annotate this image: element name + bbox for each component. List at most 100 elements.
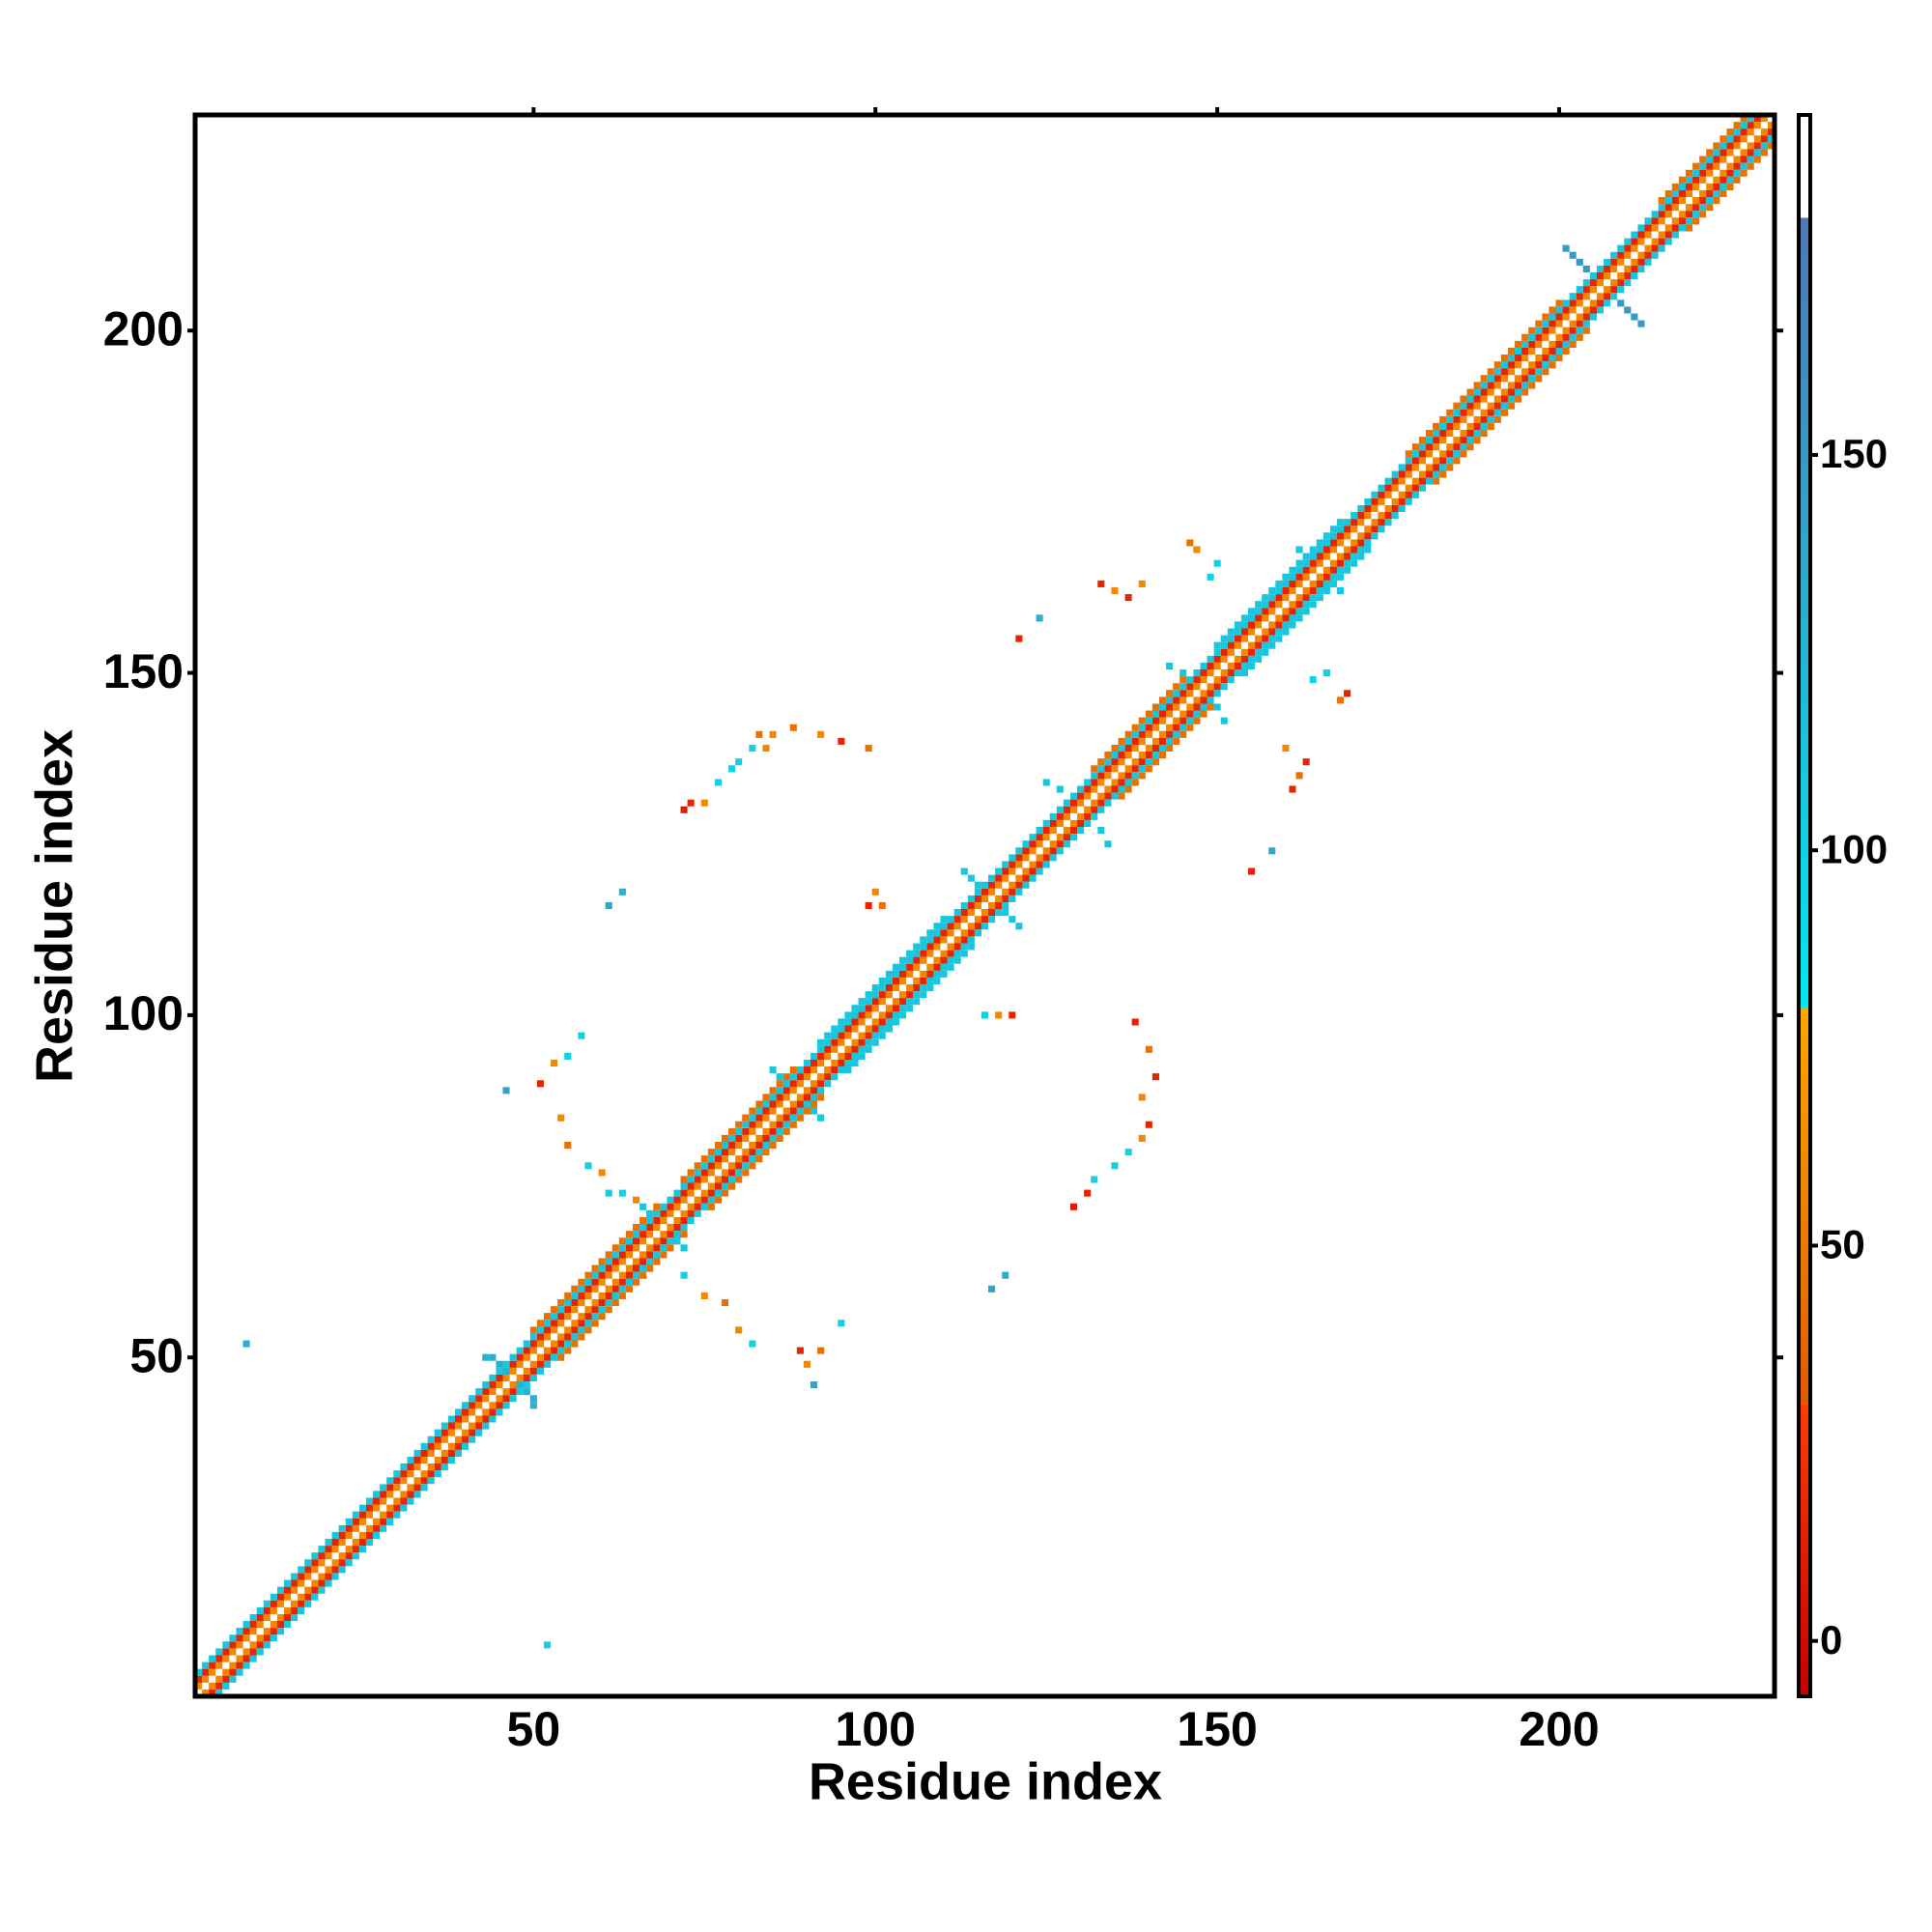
contact-cell xyxy=(714,779,722,786)
contact-cell xyxy=(838,1320,845,1327)
heatmap-cells xyxy=(195,115,1776,1696)
x-tick-label: 100 xyxy=(836,1702,916,1756)
contact-cell xyxy=(776,1073,783,1081)
contact-band xyxy=(707,1094,825,1210)
contact-cell xyxy=(1344,690,1351,697)
contact-cell xyxy=(516,1381,524,1389)
contact-cell xyxy=(1002,1271,1009,1279)
contact-cell xyxy=(1302,758,1310,766)
contact-cell xyxy=(789,724,797,731)
contact-cell xyxy=(769,730,777,738)
contact-band xyxy=(1213,519,1345,649)
contact-cell xyxy=(1056,785,1064,793)
contact-cell xyxy=(618,1189,626,1197)
contact-cell xyxy=(680,1244,688,1252)
colorbar-segment xyxy=(1799,1404,1810,1696)
contact-cell xyxy=(865,744,872,753)
contact-cell xyxy=(1097,580,1105,587)
contact-cell xyxy=(1289,785,1296,793)
contact-band xyxy=(215,135,1775,1696)
contact-cell xyxy=(1576,258,1583,266)
x-tick-label: 150 xyxy=(1177,1702,1257,1756)
y-tick-label: 150 xyxy=(103,644,184,698)
contact-band xyxy=(202,122,1776,1696)
contact-cell xyxy=(810,1381,818,1389)
contact-cell xyxy=(1091,1176,1098,1183)
contact-cell xyxy=(564,1141,572,1150)
contact-cell xyxy=(803,1360,811,1368)
contact-cell xyxy=(871,888,879,895)
contact-cell xyxy=(1124,1149,1132,1156)
contact-cell xyxy=(1617,299,1625,307)
contact-cell xyxy=(974,881,981,889)
y-tick-label: 100 xyxy=(103,986,184,1040)
contact-cell xyxy=(1624,306,1632,314)
contact-cell xyxy=(1015,635,1023,642)
contact-cell xyxy=(762,744,770,753)
contact-cell xyxy=(749,1340,756,1348)
y-tick-label: 50 xyxy=(129,1328,184,1382)
y-tick-label: 200 xyxy=(103,301,184,355)
contact-cell xyxy=(551,1059,558,1067)
contact-cell xyxy=(1322,669,1330,677)
contact-band xyxy=(195,115,1761,1683)
contact-cell xyxy=(1337,586,1345,595)
contact-cell xyxy=(536,1080,544,1088)
plot-frame xyxy=(192,112,1777,1699)
contact-cell xyxy=(646,1209,654,1217)
contact-cell xyxy=(735,1326,743,1334)
contact-cell xyxy=(810,1107,818,1115)
contact-cell xyxy=(1097,827,1105,835)
contact-cell xyxy=(782,1080,790,1088)
contact-cell xyxy=(1002,909,1009,917)
contact-cell xyxy=(680,1271,688,1279)
contact-cell xyxy=(1138,580,1146,587)
contact-cell xyxy=(1151,1073,1159,1081)
contact-cell xyxy=(502,1367,510,1375)
contact-cell xyxy=(529,1395,537,1403)
contact-cell xyxy=(796,1347,804,1354)
contact-cell xyxy=(1220,717,1228,724)
colorbar-frame xyxy=(1797,113,1812,1698)
contact-cell xyxy=(1295,546,1303,554)
contact-cell xyxy=(735,758,743,766)
contact-cell xyxy=(1084,1189,1092,1197)
colorbar-segment xyxy=(1799,1008,1810,1405)
contact-band xyxy=(680,1066,797,1183)
contact-cell xyxy=(728,765,736,773)
contact-cell xyxy=(755,730,763,738)
contact-cell xyxy=(1111,1162,1119,1170)
contact-band xyxy=(195,115,1768,1690)
contact-cell xyxy=(1138,1094,1146,1101)
contact-cell xyxy=(817,1347,825,1354)
contact-cell xyxy=(557,1114,565,1122)
contact-cell xyxy=(700,799,708,807)
contact-band xyxy=(1091,676,1187,773)
contact-cell xyxy=(1124,594,1132,602)
contact-cell xyxy=(1309,676,1317,684)
y-axis-label: Residue index xyxy=(25,729,83,1083)
contact-cell xyxy=(838,737,845,745)
contact-band xyxy=(195,115,1754,1676)
contact-cell xyxy=(1562,244,1570,252)
contact-cell xyxy=(584,1162,592,1170)
contact-cell xyxy=(1009,916,1016,923)
contact-cell xyxy=(605,1189,612,1197)
contact-band xyxy=(1118,703,1214,800)
contact-cell xyxy=(878,901,886,910)
contact-band xyxy=(529,1203,661,1334)
contact-cell xyxy=(700,1292,708,1299)
contact-cell xyxy=(1282,744,1290,753)
contact-cell xyxy=(1637,320,1645,327)
contact-cell xyxy=(1295,772,1303,780)
contact-cell xyxy=(242,1340,250,1348)
contact-cell xyxy=(632,1196,640,1204)
contact-cell xyxy=(817,730,825,738)
colorbar-tick-label: 0 xyxy=(1820,1617,1842,1662)
contact-cell xyxy=(1337,696,1345,704)
contact-cell xyxy=(639,1203,647,1210)
x-tick-label: 50 xyxy=(507,1702,561,1756)
contact-cell xyxy=(502,1087,510,1094)
contact-band xyxy=(557,1231,688,1361)
contact-cell xyxy=(1179,669,1187,677)
